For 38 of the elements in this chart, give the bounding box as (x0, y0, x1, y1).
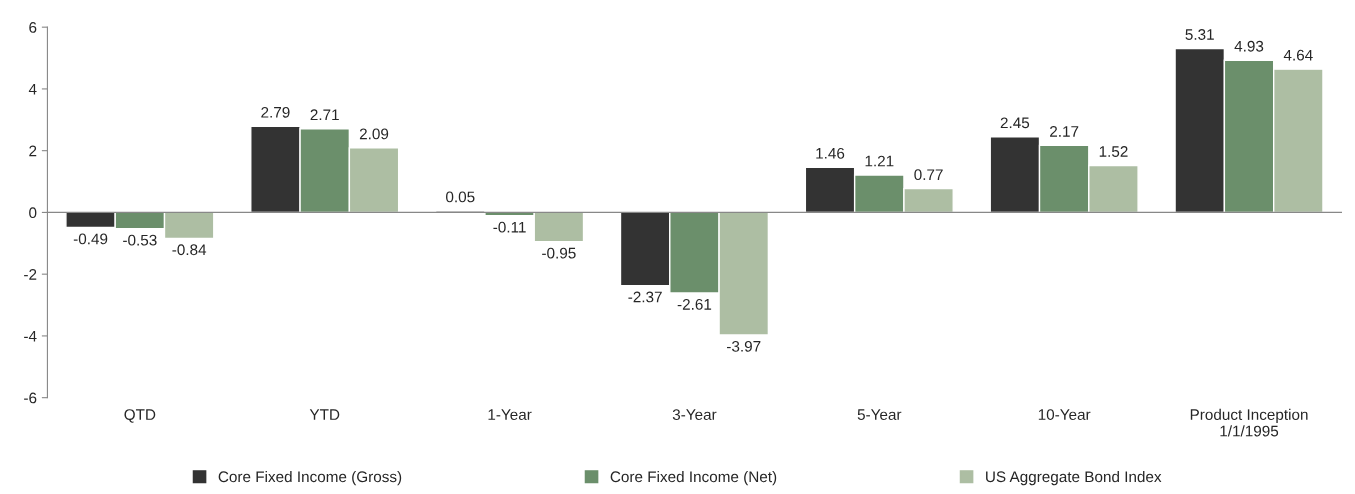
x-tick-label: QTD (124, 409, 156, 423)
data-label: 2.45 (1000, 117, 1030, 129)
y-tick-label: -2 (24, 269, 37, 280)
data-label: -0.53 (123, 234, 157, 246)
y-tick-label: -4 (24, 330, 37, 342)
x-tick-label: 10-Year (1038, 409, 1091, 420)
y-tick-label: -6 (24, 392, 37, 404)
x-tick-label: Product Inception 1/1/1995 (1190, 408, 1308, 437)
data-label: -0.84 (172, 244, 207, 256)
data-label: 4.64 (1283, 49, 1313, 61)
data-label: 2.71 (310, 109, 339, 121)
legend-label: Core Fixed Income (Gross) (218, 470, 402, 486)
data-label: 4.93 (1234, 40, 1264, 52)
data-label: 0.77 (914, 169, 943, 181)
data-label: 2.79 (261, 106, 290, 118)
data-label: -0.95 (542, 247, 576, 259)
y-tick-label: 0 (29, 207, 37, 219)
data-label: 2.09 (359, 128, 389, 140)
data-label: -3.97 (727, 340, 761, 352)
data-label: 1.21 (865, 155, 894, 167)
x-tick-label: 3-Year (672, 409, 717, 420)
legend-label: US Aggregate Bond Index (986, 470, 1162, 486)
data-label: -0.49 (73, 233, 108, 245)
legend-label: Core Fixed Income (Net) (610, 470, 777, 486)
y-tick-label: 2 (29, 145, 37, 157)
y-tick-label: 6 (29, 22, 37, 33)
x-tick-label: 1-Year (488, 409, 532, 420)
data-label: 1.52 (1099, 146, 1128, 157)
data-label: 0.05 (446, 191, 475, 203)
x-tick-label: 5-Year (857, 409, 902, 420)
data-label: -2.61 (677, 298, 712, 310)
x-tick-label: YTD (309, 409, 340, 420)
data-label: -0.11 (493, 221, 526, 233)
data-label: 1.46 (816, 147, 845, 159)
y-tick-label: 4 (28, 83, 37, 95)
data-label: 2.17 (1050, 126, 1079, 137)
data-label: 5.31 (1185, 29, 1214, 40)
data-label: -2.37 (628, 291, 662, 303)
